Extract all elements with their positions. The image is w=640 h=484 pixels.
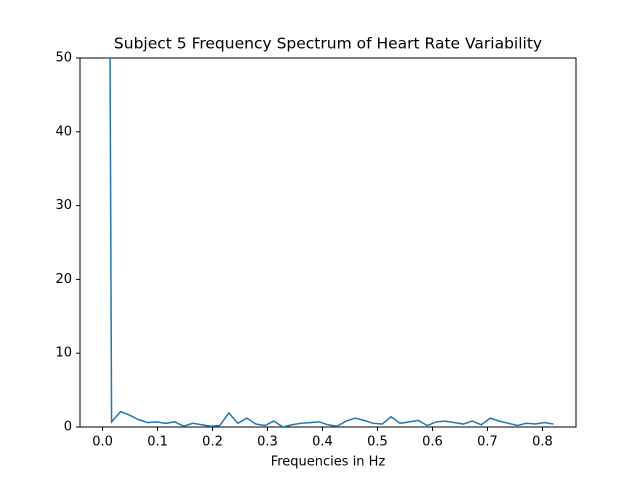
x-tick-label: 0.3 (257, 435, 278, 450)
x-tick-label: 0.8 (532, 435, 553, 450)
x-tick-label: 0.7 (477, 435, 498, 450)
x-axis-label: Frequencies in Hz (271, 455, 386, 470)
x-tick-label: 0.5 (367, 435, 388, 450)
x-tick-label: 0.0 (92, 435, 113, 450)
y-tick-label: 40 (55, 124, 72, 139)
y-tick-label: 50 (55, 51, 72, 66)
y-tick-label: 10 (55, 346, 72, 361)
y-tick-label: 20 (55, 272, 72, 287)
x-tick-label: 0.1 (147, 435, 168, 450)
x-tick-label: 0.4 (312, 435, 333, 450)
x-tick-label: 0.2 (202, 435, 223, 450)
data-line (109, 58, 554, 427)
plot-frame (79, 57, 577, 428)
x-tick-label: 0.6 (422, 435, 443, 450)
y-tick-label: 0 (64, 420, 72, 435)
y-tick-label: 30 (55, 198, 72, 213)
chart-title: Subject 5 Frequency Spectrum of Heart Ra… (114, 35, 542, 53)
